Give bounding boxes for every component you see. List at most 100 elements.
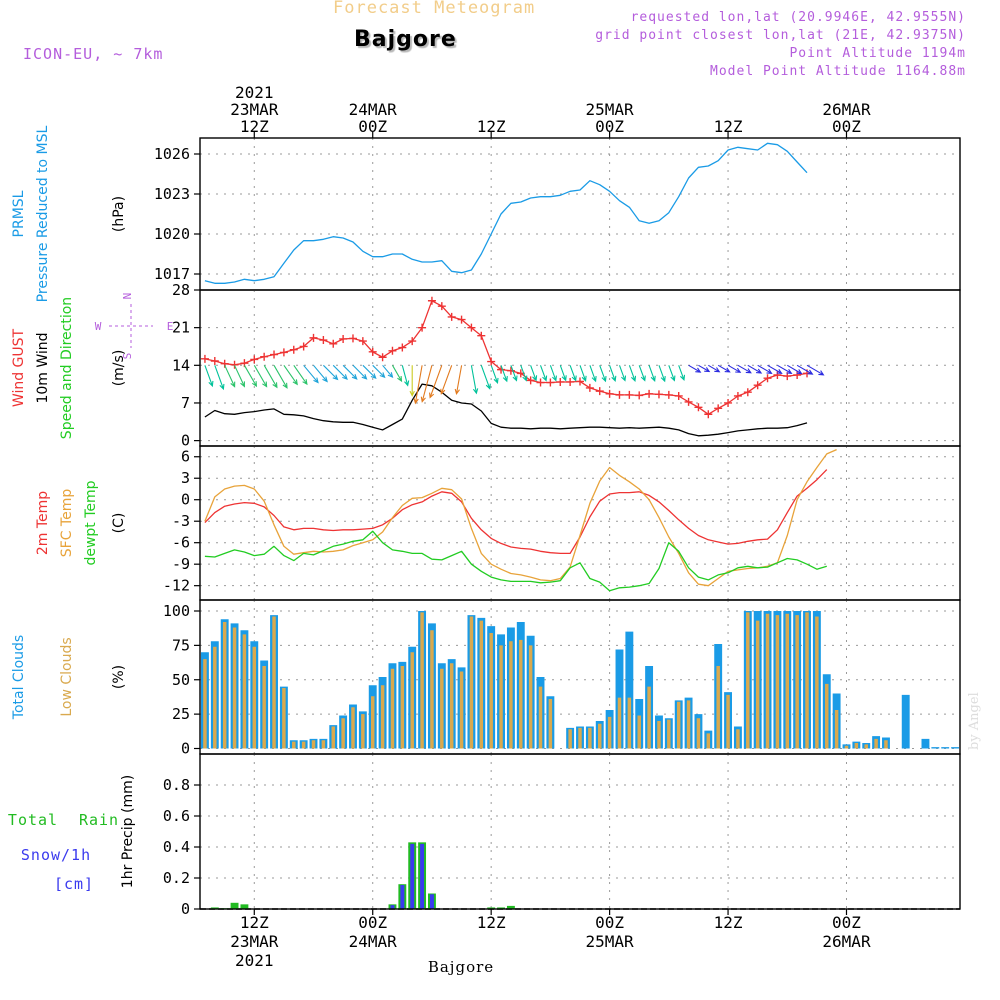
wind-direction-arrow: [767, 364, 783, 375]
wind-direction-arrow: [708, 364, 721, 373]
wind-direction-arrow: [409, 365, 415, 397]
wind-direction-arrow: [293, 364, 308, 386]
unit-label: (C): [111, 513, 127, 534]
x-tick-label-top: 00Z: [358, 117, 387, 136]
gust-marker: [566, 377, 575, 386]
y-tick-label: -9: [172, 555, 190, 573]
gust-marker: [447, 312, 456, 321]
gust-marker: [526, 376, 535, 385]
x-tick-label-top: 23MAR: [230, 100, 279, 119]
grid-point-coordinates: grid point closest lon,lat (21E, 42.9375…: [595, 28, 966, 43]
unit-label: (%): [111, 665, 127, 689]
low-cloud-bar: [222, 622, 227, 749]
series-dewpt-temp: [204, 530, 827, 592]
wind-direction-arrow: [599, 365, 607, 383]
gust-marker: [704, 410, 713, 419]
rain-bar: [506, 905, 515, 909]
low-cloud-bar: [311, 740, 316, 749]
wind-direction-arrow: [392, 365, 403, 383]
panel-label: 2m Temp: [35, 491, 51, 555]
low-cloud-bar: [627, 697, 632, 749]
y-tick-label: 0: [181, 432, 190, 450]
wind-direction-arrow: [470, 365, 479, 395]
wind-direction-arrow: [559, 365, 567, 382]
panel-label: Speed and Direction: [59, 297, 75, 439]
low-cloud-bar: [449, 663, 454, 749]
wind-direction-arrow: [420, 365, 433, 403]
low-cloud-bar: [469, 616, 474, 749]
snow-bar: [429, 894, 434, 909]
x-tick-label-top: 2021: [235, 83, 274, 102]
gust-marker: [773, 370, 782, 379]
snow-bar: [390, 905, 395, 909]
wind-direction-arrow: [253, 365, 268, 388]
point-altitude: Point Altitude 1194m: [789, 46, 966, 61]
series-wind-gust: [204, 300, 808, 415]
gust-marker: [595, 387, 604, 396]
y-tick-label: 0.6: [163, 807, 190, 825]
gust-marker: [635, 391, 644, 400]
low-cloud-bar: [272, 616, 276, 749]
wind-direction-arrow: [678, 365, 686, 381]
wind-direction-arrow: [787, 364, 803, 375]
wind-direction-arrow: [303, 364, 319, 384]
wind-direction-arrow: [530, 365, 538, 382]
gust-marker: [793, 370, 802, 379]
gust-marker: [230, 360, 239, 369]
low-cloud-bar: [380, 685, 385, 749]
low-cloud-bar: [489, 633, 493, 749]
wind-direction-arrow: [224, 365, 236, 388]
x-tick-label-top: 26MAR: [822, 100, 871, 119]
panel-label: PRMSL: [11, 190, 27, 237]
low-cloud-bar: [607, 716, 612, 749]
wind-direction-arrow: [429, 365, 443, 399]
panel-label: SFC Temp: [59, 489, 75, 558]
gust-marker: [279, 348, 288, 357]
gust-marker: [348, 334, 357, 343]
y-tick-label: 3: [181, 469, 190, 487]
gust-marker: [260, 352, 269, 361]
total-cloud-bar: [625, 631, 634, 749]
gust-marker: [536, 378, 545, 387]
wind-direction-arrow: [638, 365, 646, 382]
total-cloud-bar: [901, 694, 910, 749]
gust-marker: [309, 333, 318, 342]
low-cloud-bar: [282, 688, 286, 749]
x-tick-label-top: 12Z: [477, 117, 506, 136]
low-cloud-bar: [746, 612, 750, 749]
total-cloud-bar: [951, 747, 960, 749]
low-cloud-bar: [775, 615, 780, 749]
gust-marker: [684, 397, 693, 406]
low-cloud-bar: [676, 701, 681, 749]
low-cloud-bar: [361, 714, 365, 749]
low-cloud-bar: [785, 613, 790, 749]
low-cloud-bar: [351, 707, 355, 749]
y-tick-label: 0: [181, 900, 190, 918]
model-label: ICON-EU, ~ 7km: [23, 45, 164, 63]
gust-marker: [457, 315, 466, 324]
low-cloud-bar: [834, 710, 839, 749]
low-cloud-bar: [341, 718, 345, 749]
wind-direction-arrow: [539, 365, 548, 382]
gust-marker: [378, 353, 387, 362]
x-tick-label-top: 25MAR: [586, 100, 635, 119]
gust-marker: [339, 334, 348, 343]
wind-direction-arrow: [263, 365, 278, 389]
gust-marker: [664, 390, 673, 399]
precip-axis-label: 1hr Precip (mm): [120, 775, 136, 888]
gust-marker: [210, 357, 219, 366]
y-tick-label: -12: [163, 577, 190, 595]
wind-direction-arrow: [717, 364, 731, 373]
x-tick-label-bottom: 23MAR: [230, 932, 279, 951]
wind-direction-arrow: [648, 365, 656, 382]
rain-bar: [497, 907, 505, 909]
gust-marker: [200, 354, 209, 363]
x-tick-label-top: 00Z: [832, 117, 861, 136]
gust-marker: [329, 339, 338, 348]
panel-frame: [199, 753, 961, 910]
low-cloud-bar: [509, 641, 513, 749]
panel-label: Total Clouds: [11, 635, 27, 720]
panel-temperature: -12 -9 -6 -3 0 3 6 2m Temp SFC Temp dewpt Temp (C): [35, 445, 961, 601]
wind-direction-arrow: [440, 365, 453, 395]
